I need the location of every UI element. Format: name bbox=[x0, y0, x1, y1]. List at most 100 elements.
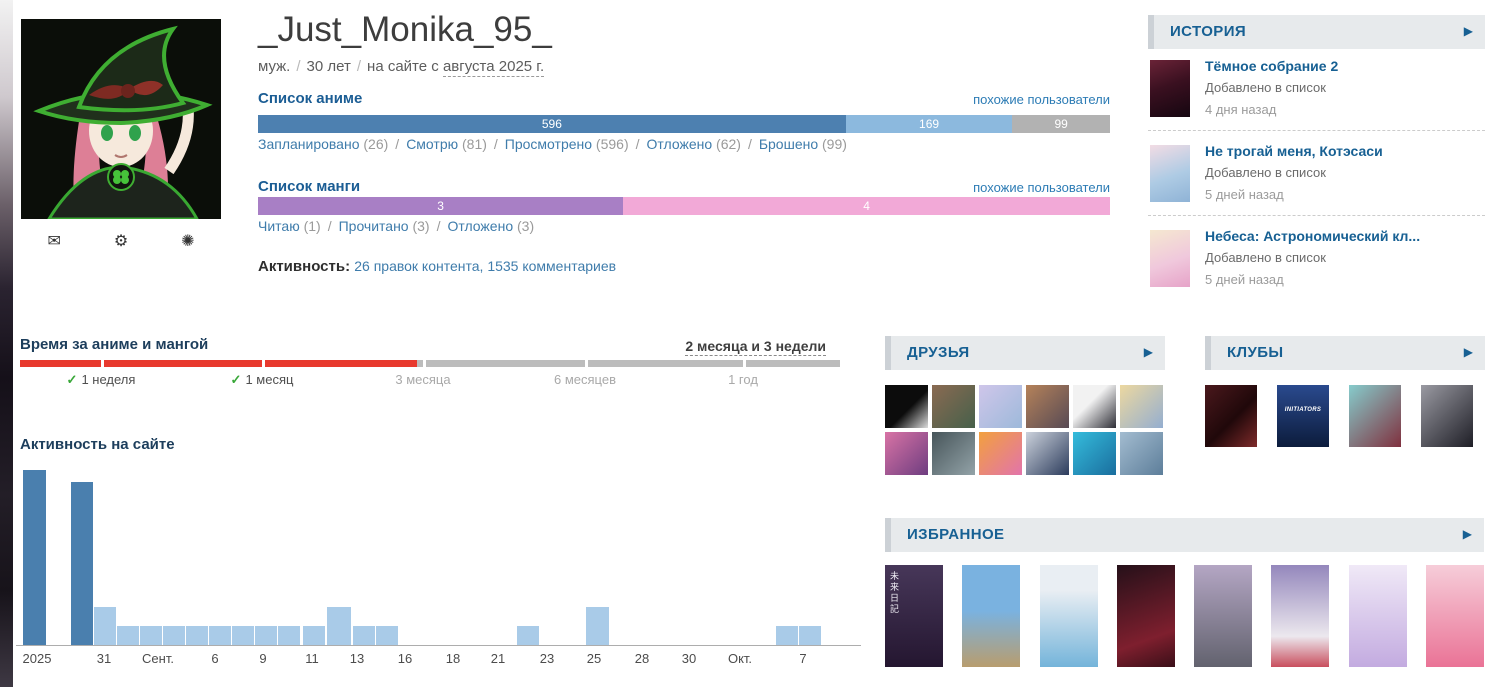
activity-bar bbox=[799, 626, 821, 645]
friend-avatar[interactable] bbox=[1120, 385, 1163, 428]
x-axis-label: Окт. bbox=[727, 651, 753, 666]
time-gauge-segment bbox=[746, 360, 840, 367]
status-filter-link[interactable]: Отложено bbox=[447, 218, 514, 234]
activity-bar bbox=[776, 626, 798, 645]
settings-icon[interactable]: ⚙ bbox=[113, 233, 129, 250]
anime-list-bar[interactable]: 596 169 99 bbox=[258, 115, 1110, 133]
activity-summary: Активность: 26 правок контента, 1535 ком… bbox=[258, 258, 616, 275]
anime-list-stats: Запланировано (26) / Смотрю (81) / Просмотре… bbox=[258, 136, 847, 152]
friend-avatar[interactable] bbox=[1073, 385, 1116, 428]
status-filter-count: (62) bbox=[712, 136, 741, 152]
history-item-info: Небеса: Астрономический кл... Добавлено в… bbox=[1205, 228, 1485, 287]
activity-bar bbox=[186, 626, 208, 645]
history-item-title[interactable]: Не трогай меня, Котэсаси bbox=[1205, 143, 1383, 159]
list-bar-segment[interactable]: 99 bbox=[1012, 115, 1110, 133]
history-item-poster[interactable] bbox=[1150, 230, 1190, 287]
profile-avatar[interactable] bbox=[21, 19, 221, 219]
clubs-arrow-icon[interactable]: ▶ bbox=[1463, 345, 1473, 359]
friends-section-header[interactable]: ДРУЗЬЯ ▶ bbox=[885, 336, 1165, 370]
stats-separator: / bbox=[747, 136, 752, 152]
friends-section-title: ДРУЗЬЯ bbox=[907, 344, 970, 361]
favorite-character-image[interactable] bbox=[1039, 565, 1098, 667]
history-item-title[interactable]: Небеса: Астрономический кл... bbox=[1205, 228, 1421, 244]
status-filter-link[interactable]: Прочитано bbox=[338, 218, 409, 234]
history-section-header[interactable]: ИСТОРИЯ ▶ bbox=[1148, 15, 1485, 49]
status-filter-link[interactable]: Смотрю bbox=[406, 136, 459, 152]
list-bar-segment[interactable]: 596 bbox=[258, 115, 846, 133]
content-edits-link[interactable]: 26 правок контента bbox=[354, 258, 480, 274]
history-arrow-icon[interactable]: ▶ bbox=[1463, 24, 1473, 38]
status-filter-link[interactable]: Читаю bbox=[258, 218, 300, 234]
history-item-action: Добавлено в список bbox=[1205, 80, 1326, 95]
friend-avatar[interactable] bbox=[932, 385, 975, 428]
time-milestone-label: ✓ 1 неделя bbox=[66, 372, 136, 387]
activity-bar bbox=[586, 607, 609, 645]
site-activity-title: Активность на сайте bbox=[20, 436, 175, 453]
page-title-username: _Just_Monika_95_ bbox=[258, 10, 552, 49]
time-gauge-progress bbox=[20, 360, 101, 367]
profile-sex: муж. bbox=[258, 58, 291, 75]
friend-avatar[interactable] bbox=[932, 432, 975, 475]
time-gauge-segment bbox=[426, 360, 585, 367]
history-item-poster[interactable] bbox=[1150, 145, 1190, 202]
time-gauge-segment bbox=[20, 360, 101, 367]
comments-link[interactable]: 1535 комментариев bbox=[487, 258, 617, 274]
club-image[interactable]: INITIATORS bbox=[1277, 385, 1329, 447]
manga-list-title: Список манги bbox=[258, 178, 361, 195]
favorite-character-image[interactable]: 未来日記 bbox=[885, 565, 943, 667]
favorites-arrow-icon[interactable]: ▶ bbox=[1462, 527, 1472, 541]
history-item-time: 5 дней назад bbox=[1205, 187, 1284, 202]
anime-similar-users-link[interactable]: похожие пользователи bbox=[973, 92, 1110, 107]
friend-avatar[interactable] bbox=[1120, 432, 1163, 475]
club-image[interactable] bbox=[1205, 385, 1257, 447]
list-bar-segment[interactable]: 4 bbox=[623, 197, 1110, 215]
status-filter-link[interactable]: Отложено bbox=[646, 136, 713, 152]
favorite-character-image[interactable] bbox=[1425, 565, 1484, 667]
anime-list-title: Список аниме bbox=[258, 90, 363, 107]
friend-avatar[interactable] bbox=[1073, 432, 1116, 475]
x-axis-label: 9 bbox=[259, 651, 267, 666]
friend-avatar[interactable] bbox=[885, 385, 928, 428]
ignore-icon[interactable]: ✺ bbox=[181, 233, 195, 250]
status-filter-link[interactable]: Просмотрено bbox=[504, 136, 593, 152]
status-filter-link[interactable]: Запланировано bbox=[258, 136, 360, 152]
favorite-character-image[interactable] bbox=[1271, 565, 1330, 667]
history-item-poster[interactable] bbox=[1150, 60, 1190, 117]
club-image[interactable] bbox=[1421, 385, 1473, 447]
activity-bar bbox=[353, 626, 375, 645]
history-item-title[interactable]: Тёмное собрание 2 bbox=[1205, 58, 1339, 74]
profile-since-value[interactable]: августа 2025 г. bbox=[442, 58, 545, 77]
friends-arrow-icon[interactable]: ▶ bbox=[1143, 345, 1153, 359]
clubs-section-header[interactable]: КЛУБЫ ▶ bbox=[1205, 336, 1485, 370]
time-gauge-progress bbox=[265, 360, 417, 367]
status-filter-count: (596) bbox=[592, 136, 629, 152]
message-icon[interactable]: ✉ bbox=[47, 233, 61, 250]
history-item: Небеса: Астрономический кл... Добавлено в… bbox=[1148, 228, 1485, 300]
favorite-character-image[interactable] bbox=[1116, 565, 1175, 667]
status-filter-link[interactable]: Брошено bbox=[758, 136, 819, 152]
x-axis-label: 6 bbox=[211, 651, 219, 666]
favorites-section-header[interactable]: ИЗБРАННОЕ ▶ bbox=[885, 518, 1484, 552]
friend-avatar[interactable] bbox=[1026, 385, 1069, 428]
club-image[interactable] bbox=[1349, 385, 1401, 447]
favorite-character-image[interactable] bbox=[962, 565, 1021, 667]
list-bar-segment[interactable]: 169 bbox=[845, 115, 1013, 133]
friend-avatar[interactable] bbox=[1026, 432, 1069, 475]
time-gauge-total[interactable]: 2 месяца и 3 недели bbox=[685, 338, 826, 356]
x-axis-label: 16 bbox=[397, 651, 413, 666]
favorite-character-image[interactable] bbox=[1194, 565, 1253, 667]
time-gauge-segment bbox=[588, 360, 743, 367]
friend-avatar[interactable] bbox=[885, 432, 928, 475]
list-bar-segment[interactable]: 3 bbox=[258, 197, 624, 215]
stats-separator: / bbox=[327, 218, 332, 234]
x-axis-label: 31 bbox=[96, 651, 112, 666]
activity-bar bbox=[376, 626, 398, 645]
favorite-character-image[interactable] bbox=[1348, 565, 1407, 667]
friend-avatar[interactable] bbox=[979, 432, 1022, 475]
activity-bar bbox=[23, 470, 46, 645]
friend-avatar[interactable] bbox=[979, 385, 1022, 428]
manga-similar-users-link[interactable]: похожие пользователи bbox=[973, 180, 1110, 195]
profile-action-icons: ✉ ⚙ ✺ bbox=[21, 231, 221, 253]
time-gauge-segment bbox=[265, 360, 423, 367]
